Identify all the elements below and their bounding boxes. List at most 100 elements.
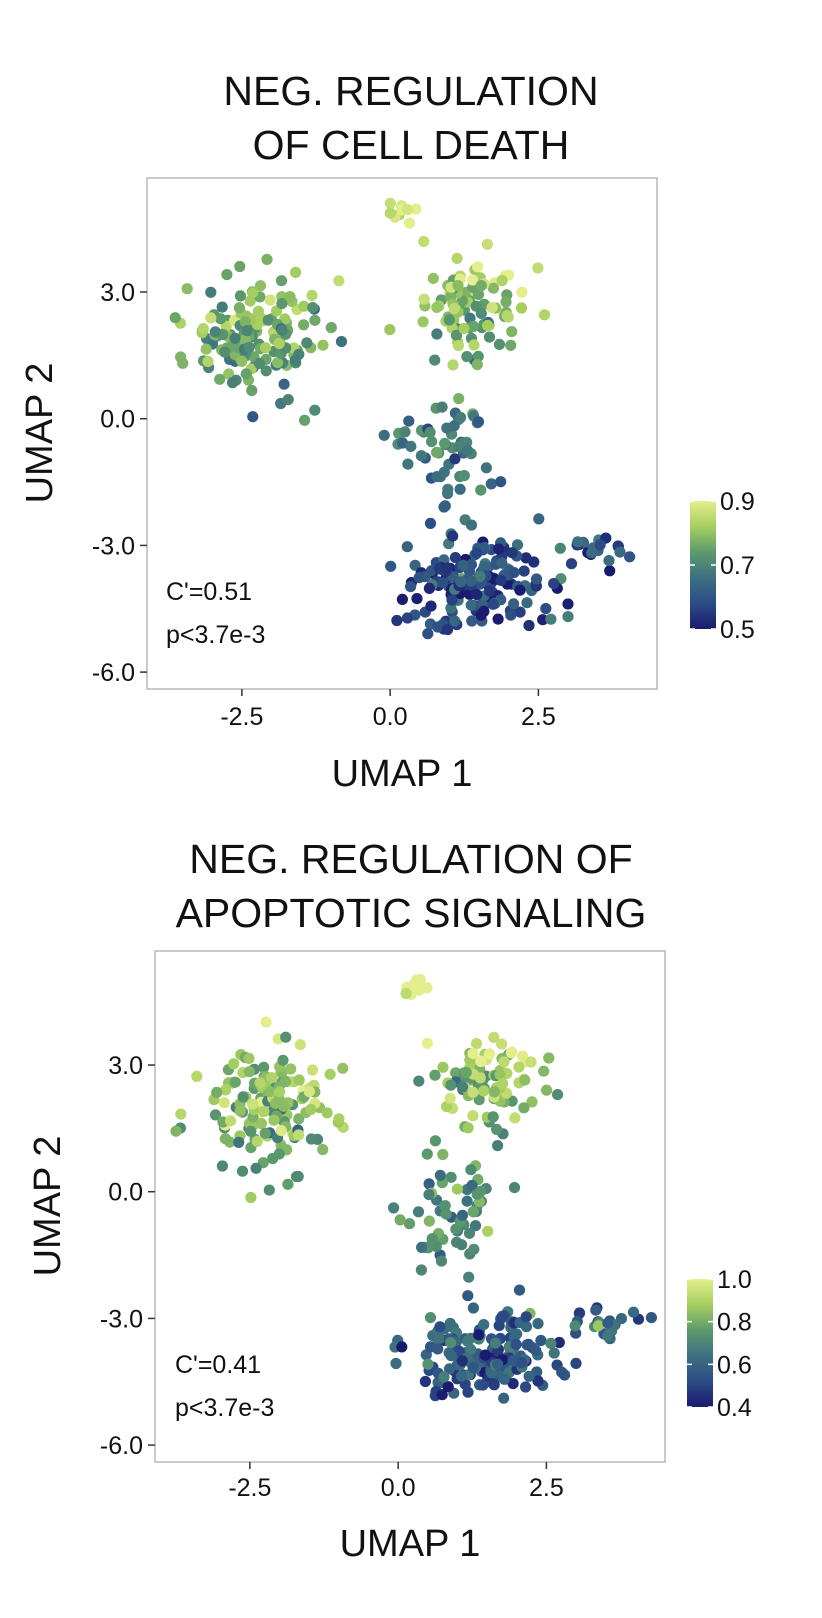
scatter-point	[507, 1355, 519, 1367]
scatter-point	[526, 1096, 538, 1108]
scatter-point	[440, 1208, 452, 1220]
scatter-point	[423, 1215, 435, 1227]
scatter-point	[293, 1129, 305, 1141]
scatter-point	[448, 302, 460, 315]
scatter-point	[220, 1084, 232, 1096]
scatter-point	[468, 339, 480, 351]
scatter-point	[602, 1330, 614, 1342]
scatter-point	[532, 1375, 544, 1387]
scatter-point	[445, 1337, 457, 1349]
scatter-point	[335, 336, 348, 348]
scatter-point	[427, 272, 439, 284]
scatter-point	[432, 1343, 444, 1355]
scatter-point	[602, 1317, 614, 1329]
scatter-point	[604, 565, 616, 577]
scatter-point	[236, 355, 248, 367]
scatter-point	[519, 1074, 531, 1086]
scatter-point	[317, 1144, 329, 1156]
scatter-point	[419, 1375, 431, 1388]
scatter-point	[590, 1304, 602, 1316]
x-tick-label: -2.5	[220, 703, 263, 731]
scatter-point	[492, 613, 504, 625]
scatter-point	[384, 207, 396, 219]
scatter-point	[465, 599, 477, 611]
scatter-point	[264, 294, 276, 306]
scatter-point	[239, 316, 251, 328]
scatter-point	[415, 450, 427, 462]
plot-frame	[154, 950, 666, 1463]
scatter-point	[530, 573, 543, 585]
scatter-point	[513, 1061, 525, 1073]
scatter-point	[545, 613, 557, 625]
scatter-point	[456, 1355, 468, 1367]
scatter-point	[267, 1152, 279, 1165]
scatter-point	[276, 298, 288, 310]
scatter-point	[478, 1319, 490, 1331]
scatter-point	[645, 1312, 658, 1324]
scatter-point	[423, 1189, 435, 1201]
scatter-point	[483, 331, 496, 343]
scatter-point	[510, 1338, 522, 1351]
scatter-point	[449, 552, 461, 564]
scatter-points	[169, 197, 636, 640]
scatter-point	[521, 597, 533, 609]
scatter-point	[402, 458, 414, 470]
scatter-point	[509, 1112, 521, 1124]
scatter-point	[279, 1075, 291, 1088]
scatter-point	[289, 354, 301, 366]
scatter-point	[211, 1086, 223, 1098]
scatter-point	[541, 1084, 553, 1096]
scatter-point	[416, 1241, 428, 1253]
scatter-point	[445, 1350, 457, 1362]
scatter-point	[505, 339, 517, 351]
annotation-correlation: C'=0.51	[166, 578, 252, 606]
scatter-point	[466, 1179, 478, 1191]
chart-2-title-line2: APOPTOTIC SIGNALING	[175, 890, 647, 936]
scatter-point	[424, 517, 437, 530]
scatter-point	[556, 1366, 568, 1378]
scatter-point	[433, 1333, 445, 1345]
scatter-point	[511, 539, 524, 551]
scatter-point	[262, 314, 274, 326]
scatter-point	[443, 1363, 456, 1375]
y-tick-label: -6.0	[100, 1432, 143, 1460]
scatter-point	[554, 542, 566, 554]
scatter-point	[475, 609, 487, 621]
scatter-point	[233, 302, 245, 314]
scatter-point	[562, 611, 574, 623]
scatter-point	[422, 1358, 434, 1370]
scatter-point	[491, 1123, 503, 1135]
scatter-point	[244, 295, 256, 307]
scatter-point	[424, 1312, 437, 1324]
scatter-point	[221, 269, 233, 281]
scatter-point	[496, 274, 508, 287]
scatter-point	[488, 1379, 500, 1391]
scatter-point	[515, 302, 528, 314]
scatter-point	[548, 578, 560, 590]
scatter-point	[275, 275, 288, 287]
chart-1-title-line1: NEG. REGULATION	[223, 68, 599, 114]
scatter-point	[305, 1103, 317, 1116]
scatter-point	[475, 1055, 487, 1068]
scatter-point	[333, 275, 345, 287]
scatter-point	[306, 289, 318, 301]
scatter-point	[388, 1202, 400, 1214]
scatter-point	[191, 1070, 203, 1082]
scatter-point	[237, 1091, 249, 1103]
scatter-point	[294, 1039, 306, 1051]
scatter-point	[450, 329, 463, 341]
scatter-point	[460, 1066, 472, 1079]
scatter-point	[437, 1148, 449, 1161]
scatter-point	[475, 484, 487, 496]
scatter-point	[465, 575, 477, 587]
scatter-point	[496, 557, 508, 569]
scatter-point	[200, 343, 212, 355]
scatter-point	[236, 1165, 249, 1177]
scatter-point	[477, 1379, 489, 1391]
scatter-point	[209, 326, 221, 338]
scatter-point	[282, 394, 294, 406]
scatter-point	[505, 1047, 517, 1059]
scatter-point	[301, 337, 313, 349]
scatter-point	[507, 1378, 519, 1390]
scatter-point	[455, 1370, 468, 1382]
